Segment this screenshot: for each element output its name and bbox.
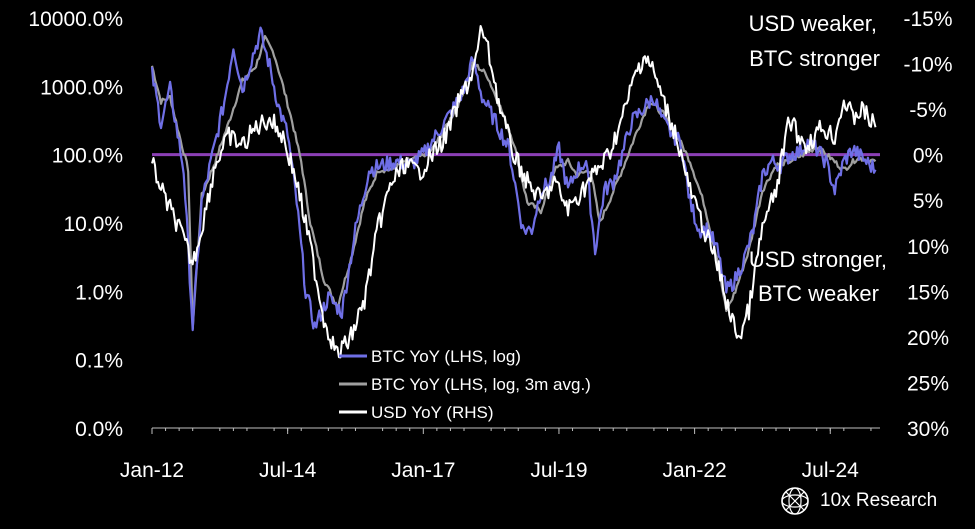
- series-line-0: [150, 26, 877, 332]
- left-tick-label: 10000.0%: [28, 8, 123, 31]
- right-tick-label: 0%: [913, 145, 943, 168]
- x-tick-label: Jan-22: [662, 459, 726, 482]
- legend: BTC YoY (LHS, log) BTC YoY (LHS, log, 3m…: [339, 347, 591, 422]
- x-tick-label: Jan-17: [391, 459, 455, 482]
- x-tick-label: Jan-12: [120, 459, 184, 482]
- series-group: [150, 25, 877, 359]
- annotation-top-line1: USD weaker,: [749, 11, 877, 36]
- brand-name: 10x Research: [820, 490, 938, 511]
- left-tick-label: 10.0%: [63, 213, 123, 236]
- legend-label-btc-yoy-3m: BTC YoY (LHS, log, 3m avg.): [371, 375, 591, 394]
- series-line-2: [151, 25, 877, 359]
- brand: 10x Research: [780, 486, 937, 516]
- left-tick-label: 0.0%: [75, 418, 123, 441]
- right-tick-label: 10%: [907, 236, 949, 259]
- left-tick-label: 1000.0%: [40, 76, 123, 99]
- annotation-bottom-line2: BTC weaker: [758, 281, 879, 306]
- x-axis: Jan-12 Jul-14 Jan-17 Jul-19 Jan-22 Jul-24: [120, 427, 880, 482]
- sphere-logo-icon: [781, 487, 809, 515]
- right-tick-label: -10%: [903, 54, 952, 77]
- right-tick-label: 25%: [907, 372, 949, 395]
- x-tick-label: Jul-14: [259, 459, 317, 482]
- annotation-bottom-line1: USD stronger,: [749, 247, 887, 272]
- left-axis: 0.0% 0.1% 1.0% 10.0% 100.0% 1000.0% 10000.0%: [28, 8, 123, 441]
- legend-label-usd-yoy: USD YoY (RHS): [371, 403, 494, 422]
- left-tick-label: 100.0%: [52, 145, 123, 168]
- right-axis: -15% -10% -5% 0% 5% 10% 15% 20% 25% 30%: [903, 8, 952, 441]
- right-tick-label: 30%: [907, 418, 949, 441]
- right-tick-label: -15%: [903, 8, 952, 31]
- right-tick-label: 5%: [913, 190, 943, 213]
- x-tick-label: Jul-19: [530, 459, 587, 482]
- left-tick-label: 0.1%: [75, 350, 123, 373]
- x-tick-label: Jul-24: [802, 459, 860, 482]
- right-tick-label: 15%: [907, 281, 949, 304]
- legend-label-btc-yoy: BTC YoY (LHS, log): [371, 347, 521, 366]
- left-tick-label: 1.0%: [75, 281, 123, 304]
- annotation-top-line2: BTC stronger: [749, 46, 880, 71]
- right-tick-label: 20%: [907, 327, 949, 350]
- right-tick-label: -5%: [909, 99, 946, 122]
